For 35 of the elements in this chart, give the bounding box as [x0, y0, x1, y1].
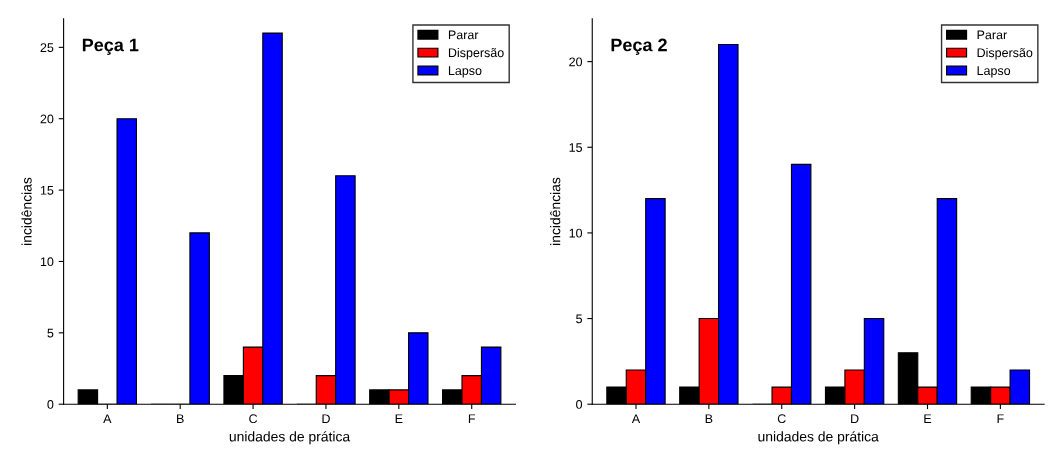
y-axis-title: incidências — [550, 177, 561, 245]
x-tick-label: D — [322, 414, 330, 423]
legend-label: Lapso — [977, 66, 1011, 78]
legend-label: Parar — [448, 30, 479, 40]
y-tick-label: 5 — [47, 328, 54, 338]
text: Peça 1 — [82, 38, 139, 55]
x-tick-label: A — [103, 414, 112, 423]
x-tick-label: B — [705, 414, 713, 423]
x-tick-label: F — [997, 414, 1004, 423]
x-tick-label: E — [395, 414, 403, 423]
x-tick-label: F — [468, 414, 476, 423]
x-tick-label: C — [249, 414, 258, 424]
legend-label: Dispersão — [977, 47, 1033, 60]
x-axis-title: unidades de prática — [758, 431, 879, 445]
y-tick-label: 20 — [40, 114, 54, 124]
x-tick-label: C — [777, 414, 786, 424]
legend-label: Parar — [977, 30, 1007, 40]
y-tick-label: 0 — [47, 400, 54, 409]
y-tick-label: 10 — [569, 228, 583, 238]
x-tick-label: A — [631, 414, 641, 423]
x-axis-title: unidades de prática — [229, 431, 351, 445]
y-tick-label: 20 — [569, 57, 583, 67]
y-tick-label: 10 — [40, 257, 54, 267]
y-tick-label: 5 — [576, 314, 583, 324]
y-axis-title: incidências — [21, 177, 32, 245]
x-tick-label: B — [177, 414, 184, 423]
x-tick-label: E — [924, 414, 932, 423]
x-tick-label: D — [851, 414, 859, 423]
y-tick-label: 25 — [40, 43, 54, 52]
y-tick-label: 15 — [40, 186, 54, 195]
legend-label: Lapso — [448, 66, 482, 78]
y-tick-label: 0 — [576, 400, 583, 409]
legend-label: Dispersão — [448, 47, 504, 60]
text: Peça 2 — [611, 38, 667, 55]
y-tick-label: 15 — [569, 143, 583, 152]
